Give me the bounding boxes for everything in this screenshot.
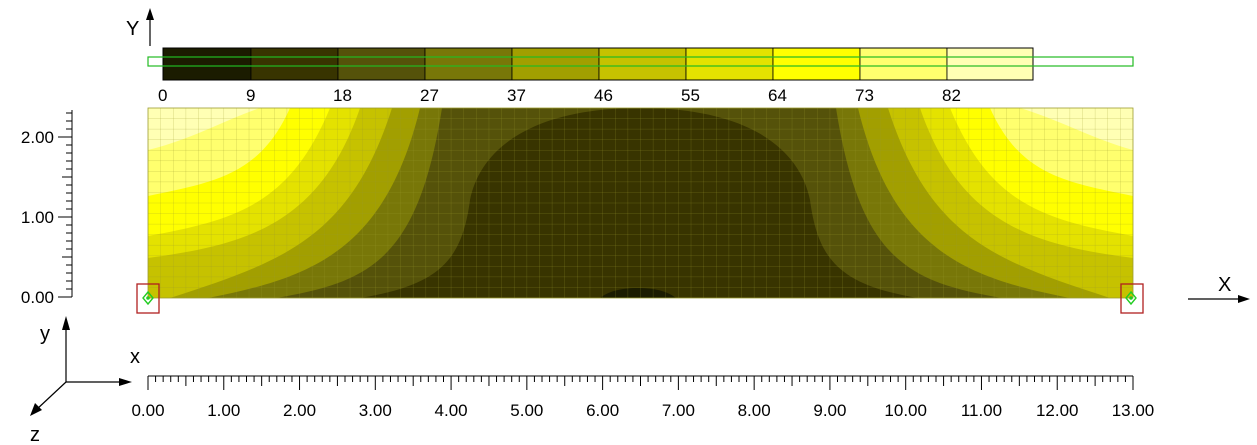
global-x-label: X: [1218, 274, 1231, 296]
legend-label: 0: [158, 86, 167, 105]
vscale-label: 0.00: [21, 288, 54, 307]
support-box-right[interactable]: [1120, 283, 1144, 314]
legend-swatch: [772, 47, 861, 81]
global-x-axis: X: [1188, 274, 1250, 303]
triad-z-label: z: [30, 424, 40, 445]
pinned-support-icon: [142, 290, 154, 306]
legend-swatch: [685, 47, 774, 81]
legend-swatch: [859, 47, 948, 81]
vscale-label: 1.00: [21, 208, 54, 227]
hscale-label: 4.00: [435, 401, 468, 420]
support-node-icon: [1129, 296, 1133, 300]
triad-y-label: y: [40, 323, 50, 345]
color-legend: 0 9 18 27 37 46 55 64 73 82: [147, 47, 1134, 105]
legend-label: 27: [420, 86, 439, 105]
pinned-support-icon: [1125, 290, 1137, 306]
contour-plot: [147, 107, 1134, 299]
vertical-scale: 2.00 1.00 0.00: [21, 110, 73, 307]
plot-border: [147, 107, 1134, 299]
legend-swatch: [598, 47, 687, 81]
element-mesh: [148, 108, 1133, 298]
vscale-label: 2.00: [21, 128, 54, 147]
legend-label: 82: [942, 86, 961, 105]
hscale-label: 3.00: [359, 401, 392, 420]
global-y-axis: Y: [126, 8, 154, 46]
hscale-label: 0.00: [131, 401, 164, 420]
triad-x-label: x: [130, 346, 140, 368]
support-box-left[interactable]: [136, 283, 160, 314]
legend-swatch: [946, 47, 1034, 81]
legend-swatch: [424, 47, 513, 81]
hscale-label: 2.00: [283, 401, 316, 420]
hscale-label: 6.00: [586, 401, 619, 420]
hscale-label: 7.00: [662, 401, 695, 420]
hscale-label: 9.00: [813, 401, 846, 420]
support-node-icon: [146, 296, 150, 300]
legend-overlay-outline: [147, 56, 1134, 67]
horizontal-scale: 0.00 1.00 2.00 3.00 4.00 5.00 6.00 7.00 8.00 9.00…: [131, 375, 1155, 420]
legend-swatch: [511, 47, 600, 81]
legend-swatch: [337, 47, 426, 81]
legend-label: 55: [681, 86, 700, 105]
hscale-label: 11.00: [961, 401, 1002, 420]
hscale-label: 8.00: [738, 401, 771, 420]
axis-triad: y x z: [30, 316, 140, 445]
hscale-label: 10.00: [884, 401, 927, 420]
legend-label: 18: [333, 86, 352, 105]
legend-swatch: [162, 47, 252, 81]
legend-label: 37: [507, 86, 526, 105]
legend-label: 73: [855, 86, 874, 105]
legend-frame: [162, 47, 1034, 81]
contour-band-9: [600, 288, 676, 298]
hscale-label: 12.00: [1036, 401, 1079, 420]
support-left[interactable]: [136, 283, 160, 314]
global-y-label: Y: [126, 18, 139, 40]
hscale-label: 13.00: [1112, 401, 1155, 420]
support-right[interactable]: [1120, 283, 1144, 314]
legend-label: 9: [246, 86, 255, 105]
hscale-label: 5.00: [510, 401, 543, 420]
legend-label: 64: [768, 86, 787, 105]
legend-label: 46: [594, 86, 613, 105]
legend-swatch: [250, 47, 339, 81]
hscale-label: 1.00: [207, 401, 240, 420]
